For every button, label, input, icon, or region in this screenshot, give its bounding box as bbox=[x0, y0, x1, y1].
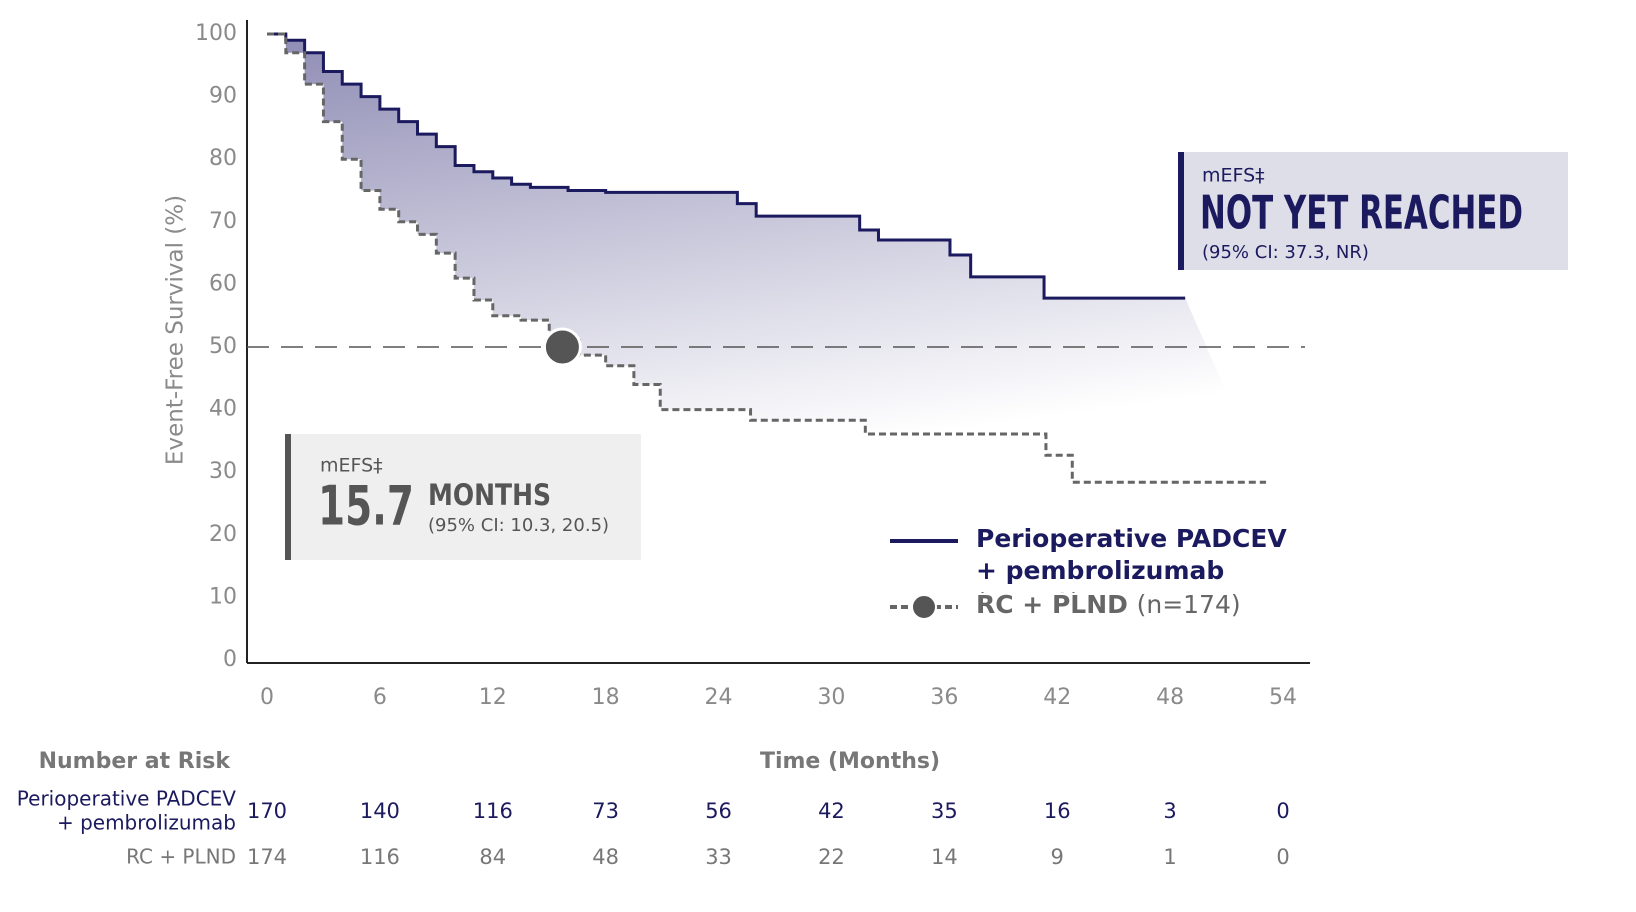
risk-count: 1 bbox=[1163, 845, 1176, 869]
nyr-box bbox=[1180, 152, 1568, 270]
y-tick-label: 10 bbox=[209, 584, 237, 609]
y-tick-label: 0 bbox=[223, 647, 237, 672]
risk-row-label: Perioperative PADCEV bbox=[17, 787, 237, 811]
median-ci: (95% CI: 10.3, 20.5) bbox=[428, 515, 609, 536]
x-axis-label: Time (Months) bbox=[760, 749, 940, 774]
risk-count: 22 bbox=[818, 845, 845, 869]
median-bar bbox=[285, 434, 291, 560]
x-tick-label: 54 bbox=[1269, 685, 1297, 710]
median-unit: MONTHS bbox=[428, 478, 551, 512]
y-tick-label: 40 bbox=[209, 397, 237, 422]
risk-count: 174 bbox=[247, 845, 287, 869]
y-tick-label: 20 bbox=[209, 522, 237, 547]
y-tick-label: 30 bbox=[209, 459, 237, 484]
median-box bbox=[287, 434, 641, 560]
y-tick-label: 90 bbox=[209, 84, 237, 109]
survival-curve bbox=[267, 32, 1186, 300]
risk-row-label: + pembrolizumab bbox=[57, 811, 236, 835]
nyr-label: mEFS‡ bbox=[1202, 165, 1265, 187]
risk-count: 116 bbox=[473, 799, 513, 823]
x-tick-label: 42 bbox=[1043, 685, 1071, 710]
legend-label: RC + PLND (n=174) bbox=[976, 589, 1306, 621]
survival-curve bbox=[267, 32, 1267, 484]
risk-count: 16 bbox=[1044, 799, 1071, 823]
risk-count: 9 bbox=[1051, 845, 1064, 869]
x-tick-label: 6 bbox=[373, 685, 387, 710]
y-tick-label: 50 bbox=[209, 334, 237, 359]
x-tick-label: 48 bbox=[1156, 685, 1184, 710]
risk-count: 116 bbox=[360, 845, 400, 869]
y-tick-label: 70 bbox=[209, 209, 237, 234]
x-tick-label: 18 bbox=[592, 685, 620, 710]
legend-name: Perioperative PADCEV + pembrolizumab bbox=[976, 524, 1287, 585]
x-tick-label: 30 bbox=[817, 685, 845, 710]
x-tick-label: 12 bbox=[479, 685, 507, 710]
risk-count: 33 bbox=[705, 845, 732, 869]
legend-entry: Perioperative PADCEV + pembrolizumab (n=… bbox=[976, 523, 1306, 593]
median-label: mEFS‡ bbox=[320, 455, 383, 477]
legend-entry: RC + PLND (n=174) bbox=[976, 589, 1306, 621]
risk-count: 48 bbox=[592, 845, 619, 869]
y-tick-label: 60 bbox=[209, 271, 237, 296]
nyr-value: NOT YET REACHED bbox=[1200, 186, 1523, 240]
shaded-area bbox=[267, 34, 1267, 483]
legend-name: RC + PLND bbox=[976, 590, 1128, 619]
x-tick-label: 24 bbox=[705, 685, 733, 710]
risk-count: 84 bbox=[479, 845, 506, 869]
risk-title: Number at Risk bbox=[39, 749, 232, 774]
y-tick-label: 80 bbox=[209, 146, 237, 171]
risk-count: 0 bbox=[1276, 799, 1289, 823]
risk-row-label: RC + PLND bbox=[126, 845, 236, 869]
median-marker bbox=[542, 327, 582, 367]
x-tick-label: 36 bbox=[930, 685, 958, 710]
legend-n: (n=174) bbox=[1136, 590, 1241, 619]
risk-count: 35 bbox=[931, 799, 958, 823]
risk-count: 56 bbox=[705, 799, 732, 823]
risk-count: 42 bbox=[818, 799, 845, 823]
nyr-bar bbox=[1178, 152, 1184, 270]
x-tick-label: 0 bbox=[260, 685, 274, 710]
risk-count: 73 bbox=[592, 799, 619, 823]
risk-count: 14 bbox=[931, 845, 958, 869]
risk-count: 3 bbox=[1163, 799, 1176, 823]
legend-n: (n=170) bbox=[976, 588, 1080, 593]
legend-marker bbox=[911, 594, 937, 620]
y-tick-label: 100 bbox=[195, 21, 237, 46]
risk-count: 0 bbox=[1276, 845, 1289, 869]
y-axis-label: Event-Free Survival (%) bbox=[163, 195, 189, 465]
legend-label: Perioperative PADCEV + pembrolizumab (n=… bbox=[976, 523, 1306, 593]
risk-count: 140 bbox=[360, 799, 400, 823]
nyr-ci: (95% CI: 37.3, NR) bbox=[1202, 242, 1369, 263]
risk-count: 170 bbox=[247, 799, 287, 823]
median-value: 15.7 bbox=[318, 475, 414, 538]
